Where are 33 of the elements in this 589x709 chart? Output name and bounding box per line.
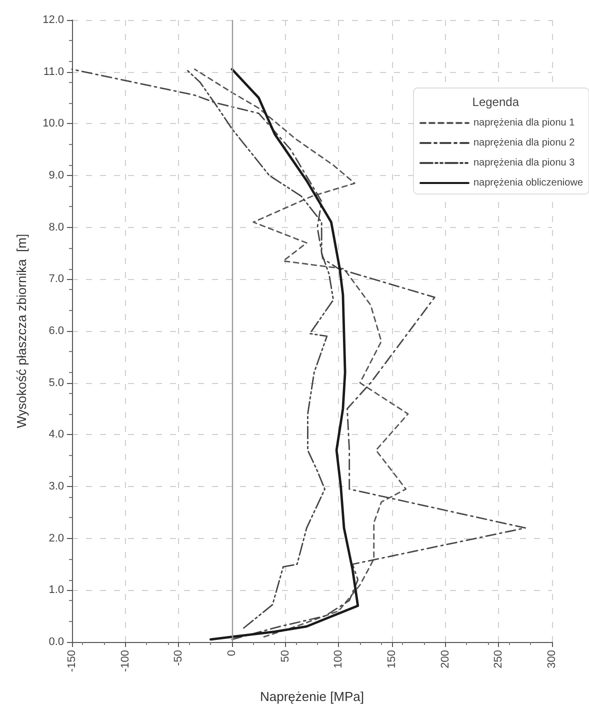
x-tick-label: -150 [66,650,78,672]
x-tick-label: 100 [332,650,345,668]
y-tick-label: 8.0 [48,221,64,234]
legend-label: naprężenia obliczeniowe [473,178,584,188]
line-series [209,68,360,641]
x-axis-title: Naprężenie [MPa] [260,689,364,704]
x-tick-label: 250 [492,650,505,668]
line-series [71,68,526,640]
y-tick-label: 1.0 [48,584,64,596]
x-tick-label: 300 [546,650,558,668]
x-tick-label: 150 [386,650,398,668]
x-tick-label: 0 [226,650,238,656]
y-tick-label: 3.0 [48,480,64,492]
y-tick-label: 4.0 [48,428,64,441]
legend-label: naprężenia dla pionu 2 [473,138,576,148]
x-tick-label: -50 [172,650,185,666]
y-tick-label: 6.0 [48,325,64,337]
y-tick-label: 9.0 [48,170,64,182]
x-tick-label: 50 [279,650,292,662]
line-series [194,68,409,638]
x-tick-label: 200 [439,650,452,668]
y-tick-label: 12.0 [42,14,64,26]
y-tick-label: 11.0 [43,66,64,78]
y-tick-label: 10.0 [42,118,64,130]
legend-title: Legenda [472,95,520,109]
legend-label: naprężenia dla pionu 3 [473,158,576,168]
x-tick-label: -100 [119,650,132,672]
y-tick-label: 5.0 [48,376,64,389]
y-tick-label: 2.0 [48,532,64,544]
y-tick-label: 0.0 [48,636,64,648]
y-tick-label: 7.0 [48,273,64,286]
legend-label: naprężenia dla pionu 1 [473,118,576,128]
y-axis-title: Wysokość płaszcza zbiornika [m] [14,234,29,428]
